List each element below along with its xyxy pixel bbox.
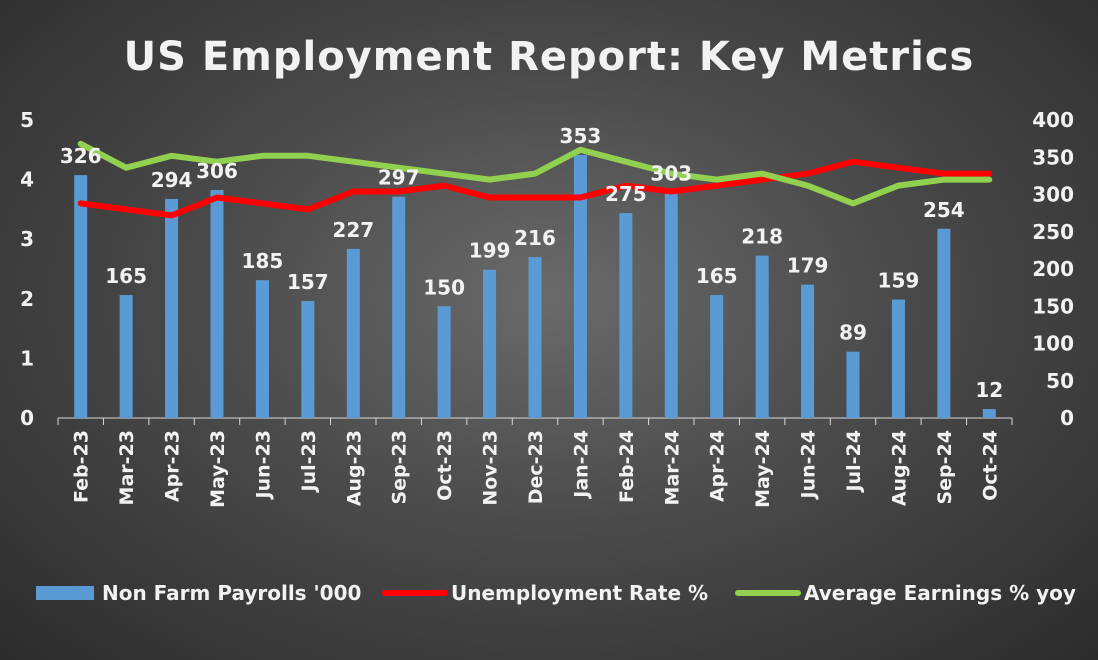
bar-data-label: 185 xyxy=(242,249,284,273)
left-tick-label: 3 xyxy=(20,227,34,251)
bar xyxy=(573,155,587,418)
x-tick-label: Aug-24 xyxy=(888,430,910,506)
line-series xyxy=(77,140,993,219)
bar-data-label: 216 xyxy=(514,226,556,250)
bar xyxy=(437,306,451,418)
bar xyxy=(619,213,633,418)
bar-data-label: 306 xyxy=(196,159,238,183)
bar xyxy=(710,295,724,418)
bar-data-label: 353 xyxy=(560,124,602,148)
bar-data-label: 159 xyxy=(878,269,920,293)
bar xyxy=(301,301,315,418)
bar xyxy=(346,248,360,418)
right-tick-label: 300 xyxy=(1032,183,1074,207)
bar-data-label: 179 xyxy=(787,254,829,278)
x-tick-label: Feb-23 xyxy=(71,430,93,503)
x-tick-label: Sep-23 xyxy=(389,430,411,505)
bar xyxy=(74,175,88,418)
legend-label: Average Earnings % yoy xyxy=(804,581,1076,605)
legend-label: Non Farm Payrolls '000 xyxy=(102,581,361,605)
bar-data-label: 12 xyxy=(975,378,1003,402)
bar-data-label: 199 xyxy=(469,239,511,263)
unemployment-rate-line xyxy=(77,158,993,219)
bar xyxy=(982,409,996,418)
x-tick-label: Mar-23 xyxy=(116,430,138,505)
bar-data-label: 326 xyxy=(60,144,102,168)
bar xyxy=(119,295,133,418)
bar xyxy=(664,192,678,418)
x-tick-label: Jul-24 xyxy=(843,430,865,493)
bar xyxy=(801,284,815,418)
x-tick-label: May-24 xyxy=(752,430,774,508)
x-tick-label: Mar-24 xyxy=(661,430,683,505)
right-tick-label: 150 xyxy=(1032,294,1074,318)
right-tick-label: 100 xyxy=(1032,332,1074,356)
bar xyxy=(255,280,269,418)
bar xyxy=(210,190,224,418)
x-tick-label: Dec-23 xyxy=(525,430,547,504)
x-tick-label: Jan-24 xyxy=(570,430,592,500)
left-tick-label: 1 xyxy=(20,346,34,370)
bar-data-label: 165 xyxy=(105,264,147,288)
left-tick-label: 0 xyxy=(20,406,34,430)
chart-title: US Employment Report: Key Metrics xyxy=(124,34,975,80)
bar xyxy=(755,255,769,418)
x-tick-label: Jul-23 xyxy=(298,430,320,493)
bar-data-label: 303 xyxy=(650,161,692,185)
right-tick-label: 250 xyxy=(1032,220,1074,244)
left-tick-label: 5 xyxy=(20,108,34,132)
right-tick-label: 200 xyxy=(1032,257,1074,281)
bar xyxy=(937,228,951,418)
bar-data-label: 275 xyxy=(605,182,647,206)
bar xyxy=(392,196,406,418)
x-tick-label: May-23 xyxy=(207,430,229,508)
bar xyxy=(483,269,497,418)
bar-data-label: 254 xyxy=(923,198,965,222)
x-tick-label: Feb-24 xyxy=(616,430,638,503)
right-tick-label: 50 xyxy=(1046,369,1074,393)
legend-label: Unemployment Rate % xyxy=(451,581,708,605)
right-tick-label: 0 xyxy=(1060,406,1074,430)
bar-series xyxy=(74,155,996,418)
x-tick-label: Apr-24 xyxy=(707,430,729,502)
left-tick-label: 2 xyxy=(20,287,34,311)
right-tick-label: 350 xyxy=(1032,145,1074,169)
bar-data-label: 294 xyxy=(151,168,193,192)
bar xyxy=(891,299,905,418)
bar xyxy=(846,351,860,418)
legend-key-payrolls xyxy=(36,586,94,600)
bar xyxy=(165,198,179,418)
x-tick-label: Sep-24 xyxy=(934,430,956,505)
bar-data-label: 157 xyxy=(287,270,329,294)
bar-data-label: 150 xyxy=(423,275,465,299)
x-tick-label: Apr-23 xyxy=(162,430,184,502)
x-tick-label: Nov-23 xyxy=(480,430,502,506)
x-tick-label: Oct-23 xyxy=(434,430,456,501)
legend: Non Farm Payrolls '000 Unemployment Rate … xyxy=(36,581,1076,605)
bar-data-label: 297 xyxy=(378,166,420,190)
left-tick-label: 4 xyxy=(20,168,34,192)
bar xyxy=(528,257,542,418)
x-tick-label: Jun-24 xyxy=(798,430,820,500)
right-tick-label: 400 xyxy=(1032,108,1074,132)
bar-data-label: 89 xyxy=(839,321,867,345)
x-tick-label: Jun-23 xyxy=(252,430,274,500)
average-earnings-line xyxy=(77,140,993,207)
x-tick-label: Aug-23 xyxy=(343,430,365,506)
bar-data-label: 227 xyxy=(332,218,374,242)
bar-data-label: 165 xyxy=(696,264,738,288)
x-tick-label: Oct-24 xyxy=(979,430,1001,501)
bar-data-label: 218 xyxy=(741,225,783,249)
